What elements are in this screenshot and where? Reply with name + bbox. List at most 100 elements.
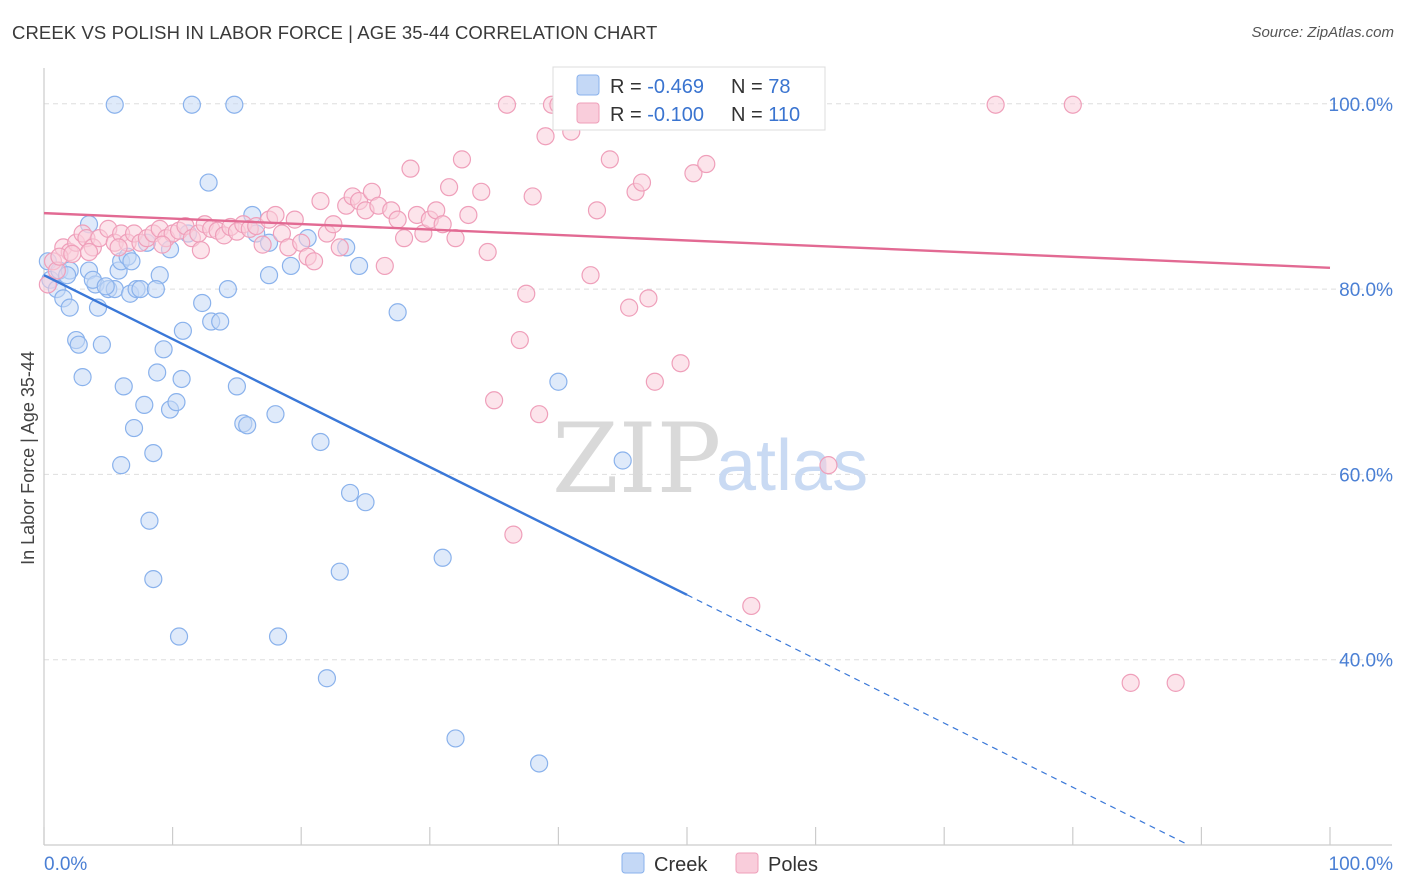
data-point xyxy=(433,215,452,234)
y-tick-label: 80.0% xyxy=(1339,280,1393,301)
data-point xyxy=(819,456,838,475)
data-point xyxy=(639,289,658,308)
data-point xyxy=(73,368,92,387)
data-point xyxy=(439,178,459,197)
data-point xyxy=(154,340,173,359)
data-point xyxy=(523,187,542,206)
data-point xyxy=(63,244,82,263)
trend-line-poles xyxy=(43,211,1331,269)
data-point xyxy=(167,393,186,412)
data-point xyxy=(259,266,279,285)
data-point xyxy=(311,191,330,211)
data-point xyxy=(459,205,478,225)
legend-r-value: -0.469 xyxy=(647,76,704,98)
data-point xyxy=(645,372,664,391)
legend-n-label: N = xyxy=(731,104,768,126)
data-point xyxy=(517,284,536,303)
data-point xyxy=(349,256,369,276)
bottom-legend-swatch-poles xyxy=(735,852,759,874)
gridlines xyxy=(44,103,1392,661)
data-point xyxy=(1166,673,1185,692)
data-point xyxy=(253,235,272,254)
data-point xyxy=(613,451,632,470)
legend-r-label: R = xyxy=(610,76,647,98)
legend-r-value: -0.100 xyxy=(647,104,704,126)
data-point xyxy=(304,252,324,271)
data-point xyxy=(122,252,141,271)
data-point xyxy=(140,511,159,530)
data-point xyxy=(388,210,407,229)
data-point xyxy=(266,405,285,424)
svg-text:R = -0.469: R = -0.469 xyxy=(610,76,704,98)
svg-text:N = 78: N = 78 xyxy=(731,76,791,98)
trend-line-creek xyxy=(43,274,688,596)
data-point xyxy=(452,150,472,169)
data-point xyxy=(510,330,529,350)
legend-r-label: R = xyxy=(610,104,647,126)
data-point xyxy=(330,562,349,581)
data-point xyxy=(504,525,523,544)
data-point xyxy=(109,238,128,257)
data-point xyxy=(112,456,131,475)
data-point xyxy=(446,729,465,748)
data-point xyxy=(285,210,304,229)
data-point xyxy=(218,279,237,299)
bottom-legend-poles: Poles xyxy=(768,854,818,876)
data-point xyxy=(144,443,163,463)
data-point xyxy=(69,335,88,354)
x-tick-label: 0.0% xyxy=(44,854,87,875)
data-point xyxy=(146,279,165,299)
trend-line-extension xyxy=(686,594,1189,846)
data-point xyxy=(131,279,150,299)
data-point xyxy=(632,173,652,192)
data-point xyxy=(182,95,201,114)
data-point xyxy=(478,242,497,262)
axes xyxy=(43,68,1392,846)
data-point xyxy=(394,229,414,248)
data-point xyxy=(144,569,163,589)
legend-n-value: 78 xyxy=(768,76,790,98)
data-point xyxy=(105,95,124,114)
data-point xyxy=(530,754,549,773)
data-point xyxy=(356,493,375,512)
data-point xyxy=(485,391,504,410)
data-point xyxy=(671,354,690,373)
legend-swatch-creek xyxy=(576,74,600,96)
data-point xyxy=(199,173,218,192)
data-point xyxy=(340,483,360,503)
data-point xyxy=(1121,673,1140,692)
data-point xyxy=(472,182,491,201)
data-point xyxy=(684,164,703,183)
legend-n-label: N = xyxy=(731,76,768,98)
data-point xyxy=(317,669,337,688)
data-point xyxy=(1063,95,1082,114)
data-point xyxy=(536,127,555,146)
data-point xyxy=(173,321,192,340)
data-point xyxy=(311,432,330,452)
data-point xyxy=(401,159,420,178)
data-point xyxy=(153,235,172,254)
data-point xyxy=(92,335,111,354)
svg-text:N = 110: N = 110 xyxy=(731,104,800,126)
series-creek xyxy=(38,95,632,773)
data-point xyxy=(388,303,407,322)
legend-swatch-poles xyxy=(576,102,600,124)
svg-text:R = -0.100: R = -0.100 xyxy=(610,104,704,126)
data-point xyxy=(281,256,301,276)
legend-box: R = -0.469 N = 78 R = -0.100 N = 110 xyxy=(552,66,826,131)
y-tick-label: 40.0% xyxy=(1339,651,1393,672)
data-point xyxy=(268,627,288,646)
data-point xyxy=(193,293,212,313)
data-point xyxy=(114,377,133,396)
data-point xyxy=(135,395,154,415)
data-point xyxy=(238,416,257,435)
x-tick-label: 100.0% xyxy=(1329,854,1394,875)
data-point xyxy=(375,256,394,276)
data-point xyxy=(169,627,189,646)
data-point xyxy=(600,150,619,169)
data-point xyxy=(697,154,716,174)
data-point xyxy=(433,548,452,567)
bottom-legend: Creek Poles xyxy=(621,852,818,876)
data-point xyxy=(530,405,549,424)
x-tick-labels: 0.0% 100.0% xyxy=(44,854,1393,875)
